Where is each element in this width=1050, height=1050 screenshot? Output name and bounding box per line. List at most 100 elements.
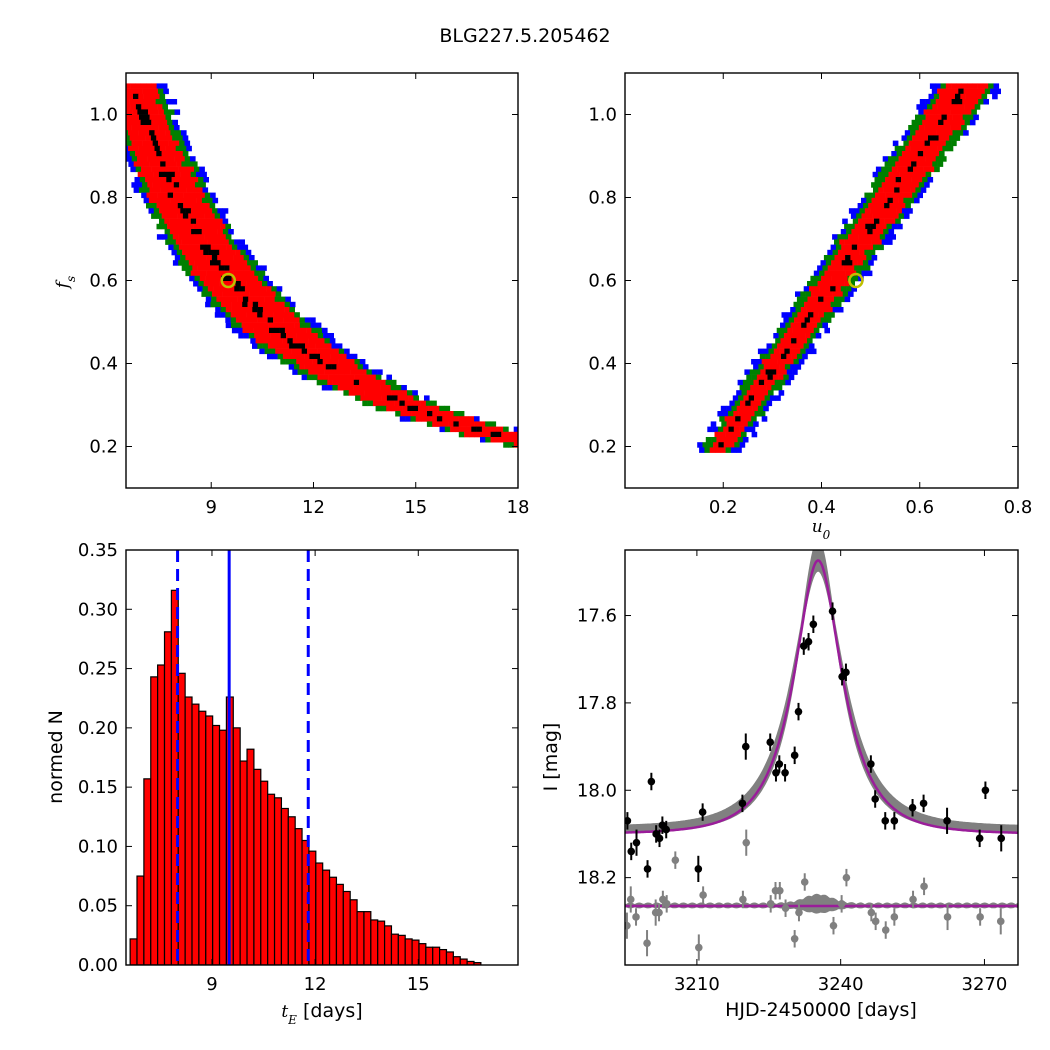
confidence-cell bbox=[432, 421, 438, 427]
confidence-cell bbox=[784, 364, 791, 370]
confidence-cell bbox=[837, 249, 844, 256]
confidence-cell bbox=[802, 296, 808, 303]
residual-point bbox=[943, 913, 952, 921]
confidence-cell bbox=[307, 348, 313, 355]
confidence-cell bbox=[972, 83, 978, 89]
p0-ytick-label: 0.8 bbox=[89, 188, 118, 209]
confidence-cell bbox=[753, 421, 759, 427]
confidence-cell bbox=[262, 343, 269, 349]
confidence-cell bbox=[238, 333, 244, 339]
confidence-cell bbox=[891, 151, 897, 157]
confidence-cell bbox=[448, 411, 454, 417]
confidence-cell bbox=[176, 161, 182, 167]
confidence-cell bbox=[148, 171, 154, 178]
confidence-cell bbox=[826, 275, 832, 282]
confidence-cell bbox=[524, 442, 530, 448]
confidence-cell bbox=[935, 140, 941, 147]
confidence-cell bbox=[705, 437, 712, 443]
confidence-cell bbox=[180, 197, 187, 204]
confidence-cell bbox=[220, 234, 227, 240]
confidence-cell bbox=[896, 208, 903, 214]
confidence-cell bbox=[343, 385, 349, 391]
confidence-cell bbox=[304, 353, 310, 360]
confidence-cell bbox=[126, 119, 131, 126]
x-axis-label: u0 bbox=[812, 517, 831, 542]
confidence-cell bbox=[283, 317, 290, 323]
residual-point bbox=[920, 882, 928, 891]
confidence-cell bbox=[178, 234, 184, 240]
confidence-cell bbox=[817, 265, 823, 271]
histogram-bar bbox=[239, 760, 248, 965]
data-point bbox=[698, 808, 707, 816]
confidence-cell bbox=[886, 208, 892, 214]
confidence-cell bbox=[196, 171, 202, 178]
confidence-cell bbox=[311, 327, 317, 334]
confidence-cell bbox=[965, 93, 972, 100]
confidence-cell bbox=[873, 244, 879, 251]
confidence-cell bbox=[278, 312, 284, 318]
confidence-cell bbox=[947, 130, 953, 136]
confidence-cell bbox=[722, 411, 729, 417]
confidence-cell bbox=[882, 156, 889, 162]
confidence-cell bbox=[955, 93, 961, 100]
confidence-cell bbox=[237, 327, 243, 334]
confidence-cell bbox=[252, 322, 258, 329]
confidence-cell bbox=[223, 239, 230, 245]
confidence-cell bbox=[426, 421, 433, 427]
confidence-cell bbox=[864, 208, 871, 214]
confidence-cell bbox=[139, 161, 145, 167]
confidence-cell bbox=[906, 192, 913, 199]
data-point bbox=[908, 803, 917, 812]
confidence-cell bbox=[280, 333, 287, 339]
confidence-cell bbox=[257, 322, 264, 329]
confidence-cell bbox=[161, 177, 167, 183]
confidence-cell bbox=[711, 437, 717, 443]
confidence-cell bbox=[889, 161, 896, 167]
confidence-cell bbox=[354, 359, 361, 365]
confidence-cell bbox=[813, 327, 820, 334]
confidence-cell bbox=[550, 447, 556, 453]
confidence-cell bbox=[710, 421, 717, 427]
confidence-cell bbox=[942, 88, 948, 95]
histogram-bar bbox=[425, 946, 434, 965]
confidence-cell bbox=[875, 208, 881, 214]
confidence-cell bbox=[153, 109, 159, 115]
confidence-cell bbox=[425, 400, 432, 407]
confidence-cell bbox=[104, 83, 110, 89]
confidence-cell bbox=[294, 343, 300, 349]
confidence-cell bbox=[119, 120, 125, 126]
confidence-cell bbox=[386, 395, 393, 401]
confidence-cell bbox=[859, 208, 866, 214]
confidence-cell bbox=[885, 234, 891, 240]
confidence-cell bbox=[821, 291, 828, 297]
confidence-cell bbox=[828, 281, 834, 287]
confidence-cell bbox=[866, 255, 872, 261]
confidence-cell bbox=[203, 281, 210, 287]
confidence-cell bbox=[885, 177, 891, 183]
confidence-cell bbox=[829, 255, 835, 261]
confidence-cell bbox=[151, 83, 157, 89]
confidence-cell bbox=[337, 385, 344, 391]
confidence-cell bbox=[736, 405, 743, 412]
confidence-cell bbox=[818, 312, 825, 318]
confidence-cell bbox=[213, 286, 219, 292]
histogram-bar bbox=[473, 962, 482, 965]
confidence-cell bbox=[141, 104, 147, 110]
confidence-cell bbox=[126, 104, 131, 110]
confidence-cell bbox=[763, 405, 769, 412]
confidence-cell bbox=[921, 161, 928, 167]
confidence-cell bbox=[252, 260, 258, 266]
confidence-cell bbox=[180, 208, 186, 214]
confidence-cell bbox=[923, 166, 930, 173]
confidence-cell bbox=[551, 442, 557, 448]
confidence-cell bbox=[292, 338, 299, 344]
confidence-cell bbox=[412, 405, 419, 412]
histogram-bars bbox=[129, 550, 482, 965]
confidence-cell bbox=[166, 177, 172, 183]
confidence-cell bbox=[230, 317, 237, 323]
confidence-cell bbox=[332, 385, 338, 391]
confidence-cell bbox=[349, 374, 355, 381]
confidence-cell bbox=[158, 125, 164, 131]
confidence-cell bbox=[801, 322, 807, 329]
confidence-cell bbox=[312, 333, 319, 339]
